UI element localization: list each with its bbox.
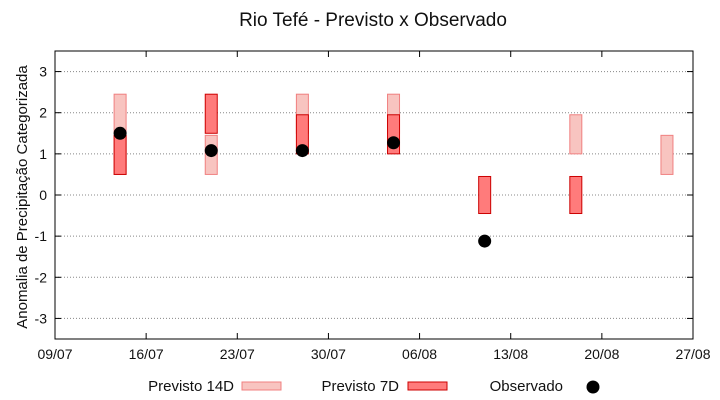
previsto-14d-bar bbox=[569, 114, 583, 155]
x-tick-label: 09/07 bbox=[37, 346, 72, 362]
legend-swatch bbox=[586, 380, 600, 394]
previsto-14d-bar bbox=[660, 134, 674, 175]
y-tick-label: -2 bbox=[35, 269, 48, 285]
previsto-7d-bar bbox=[204, 93, 218, 134]
x-tick-label: 30/07 bbox=[311, 346, 346, 362]
legend-label: Observado bbox=[490, 378, 563, 395]
observado-point bbox=[204, 144, 218, 158]
x-tick-label: 20/08 bbox=[584, 346, 619, 362]
legend-swatch bbox=[241, 381, 282, 391]
legend-label: Previsto 7D bbox=[321, 378, 399, 395]
observado-point bbox=[478, 234, 492, 248]
y-tick-label: 1 bbox=[39, 146, 47, 162]
x-tick-label: 27/08 bbox=[675, 346, 710, 362]
previsto-7d-bar bbox=[569, 175, 583, 215]
previsto-7d-bar bbox=[113, 134, 127, 175]
previsto-7d-bar bbox=[478, 175, 492, 215]
y-tick-label: 0 bbox=[39, 187, 47, 203]
observado-point bbox=[387, 136, 401, 150]
y-tick-label: 2 bbox=[39, 105, 47, 121]
series-observado bbox=[113, 126, 492, 248]
y-tick-label: -1 bbox=[35, 228, 48, 244]
x-tick-label: 06/08 bbox=[402, 346, 437, 362]
axis-ticks: -3 -2 -1 0 1 2 3 09/07 16/07 23/07 30/07 06/08 13/08… bbox=[35, 51, 711, 362]
legend-label: Previsto 14D bbox=[148, 378, 234, 395]
chart-title: Rio Tefé - Previsto x Observado bbox=[239, 10, 507, 31]
y-axis-label: Anomalia de Precipitação Categorizada bbox=[14, 65, 31, 329]
legend-swatch bbox=[407, 381, 448, 391]
y-tick-label: -3 bbox=[35, 310, 48, 326]
y-tick-label: 3 bbox=[39, 64, 47, 80]
grid bbox=[55, 71, 693, 319]
observado-point bbox=[113, 126, 127, 140]
x-tick-label: 16/07 bbox=[129, 346, 164, 362]
x-tick-label: 13/08 bbox=[493, 346, 528, 362]
x-tick-label: 23/07 bbox=[220, 346, 255, 362]
series-previsto-7d bbox=[113, 93, 583, 215]
observado-point bbox=[295, 144, 309, 158]
legend: Previsto 14D Previsto 7D Observado bbox=[148, 378, 600, 395]
